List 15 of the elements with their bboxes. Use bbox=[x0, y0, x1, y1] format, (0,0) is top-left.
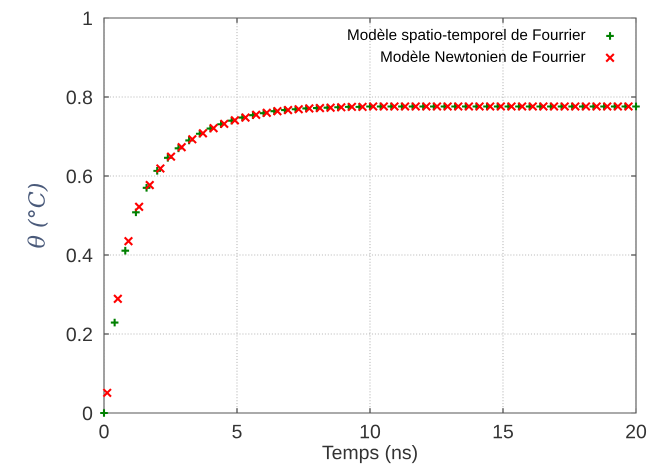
x-tick-label: 20 bbox=[626, 424, 646, 438]
x-axis-title: Temps (ns) bbox=[322, 445, 417, 464]
x-tick-label: 5 bbox=[232, 424, 242, 438]
y-tick-label: 0.8 bbox=[66, 90, 92, 104]
x-tick-label: 10 bbox=[360, 424, 380, 438]
legend-label: Modèle Newtonien de Fourrier bbox=[381, 50, 586, 62]
y-tick-label: 0.6 bbox=[66, 169, 92, 184]
legend-label: Modèle spatio-temporel de Fourrier bbox=[348, 28, 586, 44]
y-tick-label: 0.4 bbox=[66, 248, 92, 262]
y-tick-label: 1 bbox=[84, 12, 92, 26]
x-tick-label: 15 bbox=[494, 424, 513, 438]
y-tick-label: 0 bbox=[82, 406, 92, 420]
x-tick-label: 0 bbox=[99, 424, 109, 438]
y-tick-label: 0.2 bbox=[66, 327, 92, 342]
y-axis-title: θ (°C) bbox=[27, 184, 48, 248]
